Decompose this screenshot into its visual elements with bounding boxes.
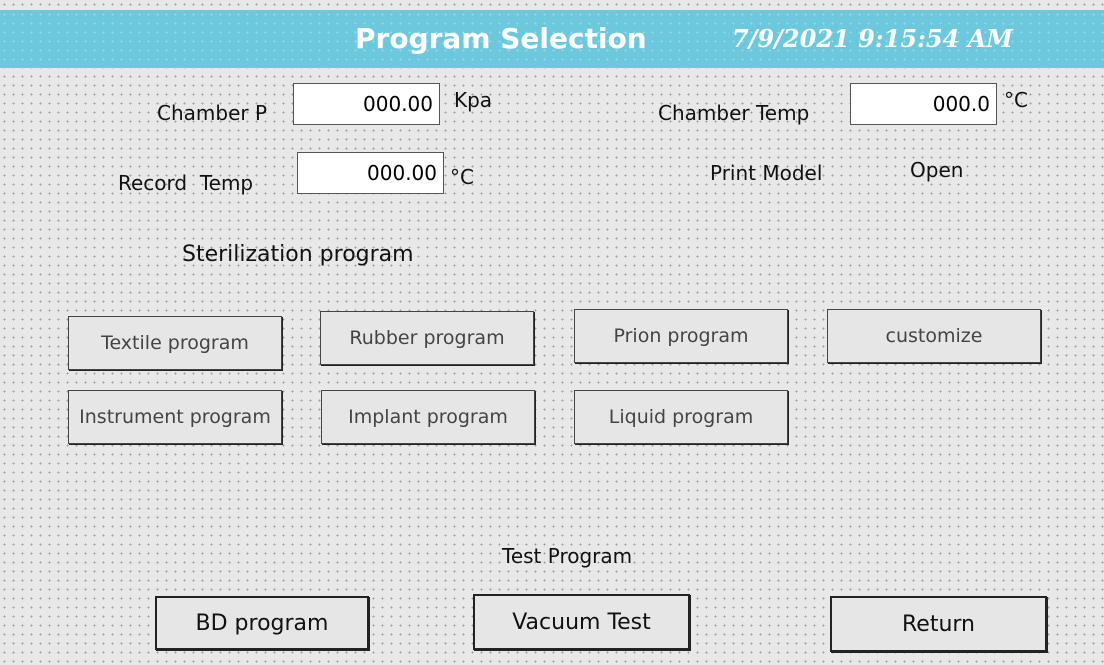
- label: Print Model: [710, 161, 823, 185]
- unit: Kpa: [454, 88, 493, 112]
- test-button[interactable]: Return: [830, 596, 1047, 652]
- label: Chamber Temp: [658, 101, 810, 125]
- program-button[interactable]: customize: [827, 309, 1041, 363]
- unit: °C: [1004, 88, 1028, 112]
- label: Chamber P: [157, 101, 268, 125]
- label: Record Temp: [118, 171, 254, 195]
- section-title: Test Program: [502, 544, 633, 568]
- test-button[interactable]: Vacuum Test: [473, 594, 690, 650]
- value-box: 000.0: [850, 83, 997, 125]
- test-button[interactable]: BD program: [155, 596, 369, 650]
- section-title: Sterilization program: [182, 242, 414, 267]
- header-bar: [0, 10, 1104, 68]
- value-box: 000.00: [293, 83, 440, 125]
- program-button[interactable]: Rubber program: [320, 311, 534, 365]
- program-button[interactable]: Textile program: [68, 316, 282, 370]
- unit: °C: [450, 165, 474, 189]
- program-button[interactable]: Instrument program: [68, 390, 282, 444]
- program-button[interactable]: Liquid program: [574, 390, 788, 444]
- value: Open: [910, 158, 964, 182]
- program-button[interactable]: Prion program: [574, 309, 788, 363]
- program-button[interactable]: Implant program: [321, 390, 535, 444]
- title: Program Selection: [355, 22, 647, 55]
- value-box: 000.00: [297, 152, 444, 194]
- datetime: 7/9/2021 9:15:54 AM: [732, 24, 1013, 53]
